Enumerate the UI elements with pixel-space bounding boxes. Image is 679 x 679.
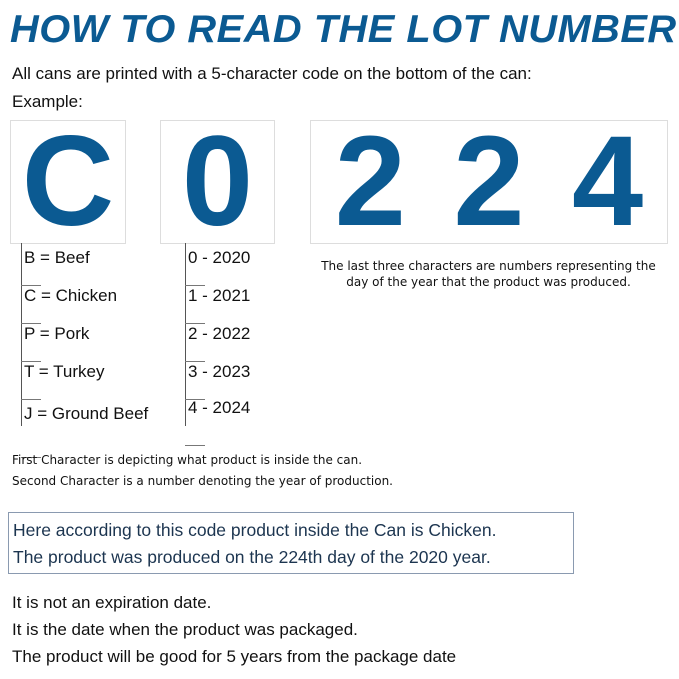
product-code: C = Chicken xyxy=(24,286,118,305)
product-code: B = Beef xyxy=(24,248,90,267)
day-digit-3: 4 xyxy=(572,110,644,253)
year-code: 0 - 2020 xyxy=(188,248,251,267)
footer-line-2: It is the date when the product was pack… xyxy=(12,620,358,639)
product-code: T = Turkey xyxy=(24,362,105,381)
list-item: C = Chicken xyxy=(21,286,171,324)
list-item: 0 - 2020 xyxy=(185,248,335,286)
year-code: 3 - 2023 xyxy=(188,362,251,381)
verdict-line-1: Here according to this code product insi… xyxy=(13,520,497,540)
year-code: 4 - 2024 xyxy=(188,398,251,417)
list-item: 1 - 2021 xyxy=(185,286,335,324)
day-digit-1: 2 xyxy=(334,110,406,253)
last-three-note: The last three characters are numbers re… xyxy=(321,259,656,289)
page-title: HOW TO READ THE LOT NUMBER xyxy=(10,8,677,51)
list-item: 3 - 2023 xyxy=(185,362,335,400)
product-code: J = Ground Beef xyxy=(24,404,149,423)
year-code: 1 - 2021 xyxy=(188,286,251,305)
day-digit-2: 2 xyxy=(453,110,525,253)
list-item: 4 - 2024 xyxy=(185,398,335,446)
example-label: Example: xyxy=(12,92,83,111)
second-character: 0 xyxy=(181,110,254,253)
first-character: C xyxy=(21,110,115,253)
list-item: B = Beef xyxy=(21,248,171,286)
list-item: J = Ground Beef xyxy=(21,404,171,458)
product-code: P = Pork xyxy=(24,324,90,343)
subtitle: All cans are printed with a 5-character … xyxy=(12,64,532,83)
verdict-line-2: The product was produced on the 224th da… xyxy=(13,547,491,567)
first-character-box: C xyxy=(10,110,126,253)
verdict-box: Here according to this code product insi… xyxy=(8,512,574,574)
list-item: T = Turkey xyxy=(21,362,171,400)
footer-line-1: It is not an expiration date. xyxy=(12,593,212,612)
year-bracket xyxy=(185,243,186,426)
second-character-box: 0 xyxy=(160,110,275,253)
year-code: 2 - 2022 xyxy=(188,324,251,343)
day-of-year-box: 2 2 4 xyxy=(310,110,668,253)
list-item: 2 - 2022 xyxy=(185,324,335,362)
list-item: P = Pork xyxy=(21,324,171,362)
product-bracket xyxy=(21,243,22,426)
explanation-first: First Character is depicting what produc… xyxy=(12,453,363,467)
explanation-second: Second Character is a number denoting th… xyxy=(12,474,393,488)
footer-line-3: The product will be good for 5 years fro… xyxy=(12,647,457,666)
